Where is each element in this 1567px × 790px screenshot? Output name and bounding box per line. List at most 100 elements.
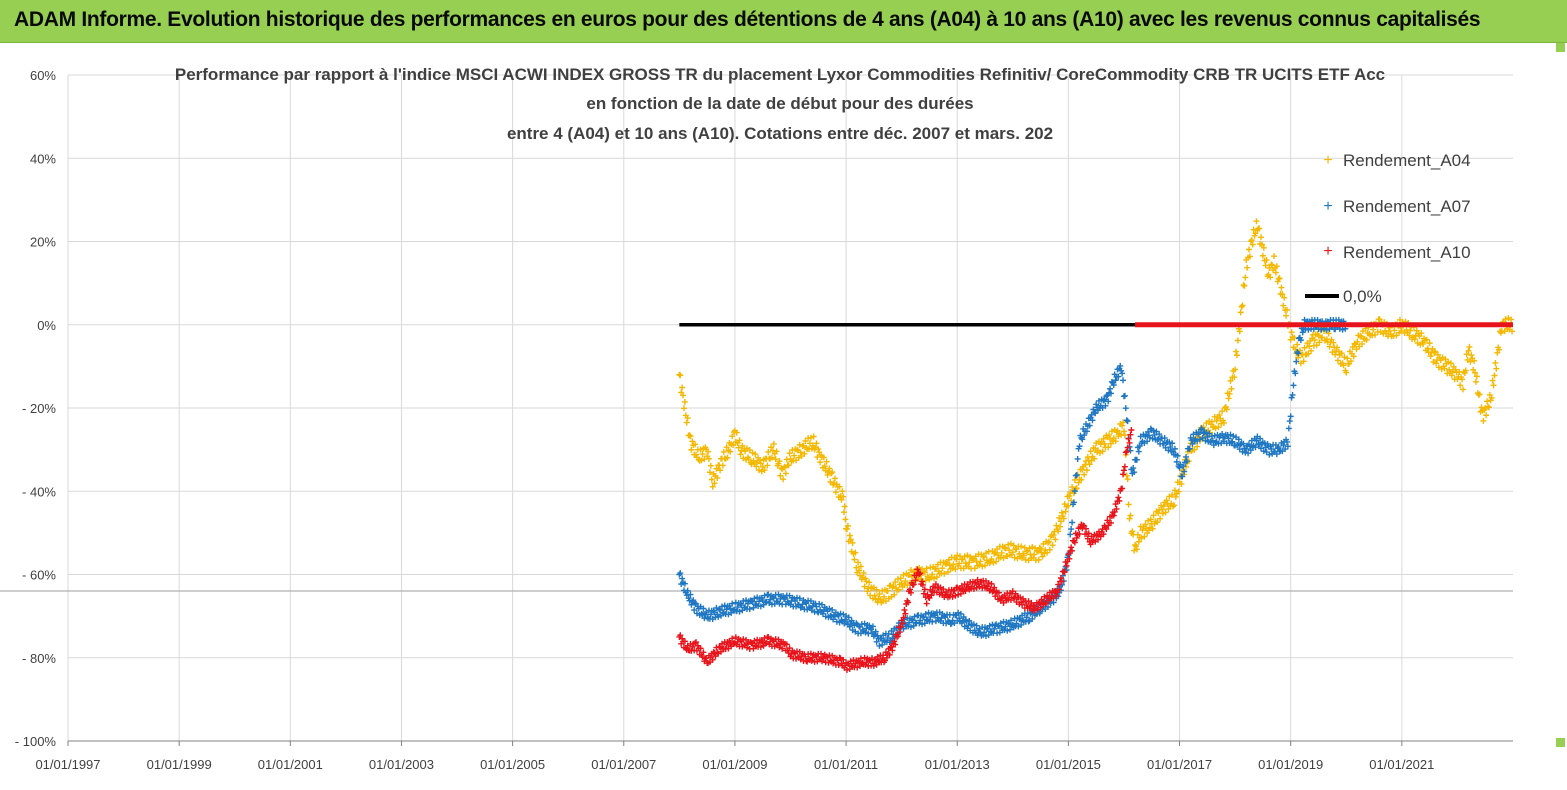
- point-a07: [765, 591, 772, 598]
- point-a10: [1119, 485, 1126, 492]
- point-a04: [831, 480, 838, 487]
- point-a04: [1311, 336, 1318, 343]
- point-a04: [1462, 367, 1469, 374]
- point-a04: [1433, 360, 1440, 367]
- point-a04: [1483, 412, 1490, 419]
- point-a10: [991, 584, 998, 591]
- point-a04: [1149, 525, 1156, 532]
- point-a04: [686, 432, 693, 439]
- point-a10: [976, 583, 983, 590]
- point-a04: [1233, 352, 1240, 359]
- point-a04: [1258, 241, 1265, 248]
- point-a07: [1122, 405, 1129, 412]
- point-a07: [822, 613, 829, 620]
- point-a04: [1236, 328, 1243, 335]
- point-a10: [1113, 505, 1120, 512]
- point-a10: [1069, 547, 1076, 554]
- point-a07: [1181, 468, 1188, 475]
- point-a07: [1211, 432, 1218, 439]
- point-a04: [1169, 491, 1176, 498]
- point-a04: [770, 440, 777, 447]
- point-a04: [1393, 332, 1400, 339]
- point-a04: [1119, 422, 1126, 429]
- point-a04: [1129, 528, 1136, 535]
- point-a07: [792, 598, 799, 605]
- point-a04: [1334, 344, 1341, 351]
- point-a04: [1340, 362, 1347, 369]
- point-a04: [1127, 512, 1134, 519]
- point-a04: [1244, 264, 1251, 271]
- point-a04: [954, 552, 961, 559]
- point-a10: [1055, 581, 1062, 588]
- point-a04: [998, 549, 1005, 556]
- point-a04: [1142, 521, 1149, 528]
- point-a07: [1268, 446, 1275, 453]
- point-a10: [970, 585, 977, 592]
- point-a07: [1150, 427, 1157, 434]
- point-a04: [752, 451, 759, 458]
- point-a04: [1472, 378, 1479, 385]
- point-a07: [834, 611, 841, 618]
- point-a04: [1276, 275, 1283, 282]
- point-a10: [886, 651, 893, 658]
- point-a07: [1073, 472, 1080, 479]
- point-a04: [707, 462, 714, 469]
- point-a10: [861, 654, 868, 661]
- x-tick-label: 01/01/2021: [1369, 757, 1434, 772]
- x-tick-label: 01/01/2009: [702, 757, 767, 772]
- point-a04: [824, 471, 831, 478]
- point-a07: [1146, 434, 1153, 441]
- point-a04: [1010, 542, 1017, 549]
- point-a07: [690, 597, 697, 604]
- point-a04: [808, 445, 815, 452]
- point-a04: [928, 574, 935, 581]
- point-a07: [1295, 350, 1302, 357]
- point-a07: [718, 603, 725, 610]
- point-a07: [981, 629, 988, 636]
- point-a04: [1023, 548, 1030, 555]
- point-a07: [1234, 442, 1241, 449]
- point-a04: [807, 434, 814, 441]
- point-a07: [911, 613, 918, 620]
- point-a07: [1229, 438, 1236, 445]
- point-a04: [1106, 432, 1113, 439]
- point-a04: [1354, 338, 1361, 345]
- point-a07: [1262, 444, 1269, 451]
- point-a04: [1083, 467, 1090, 474]
- point-a04: [1038, 549, 1045, 556]
- point-a10: [883, 654, 890, 661]
- point-a07: [1293, 358, 1300, 365]
- point-a10: [1125, 435, 1132, 442]
- point-a04: [1133, 543, 1139, 550]
- point-a07: [723, 606, 730, 613]
- point-a04: [1492, 359, 1499, 366]
- point-a04: [1263, 257, 1270, 264]
- point-a10: [892, 641, 899, 648]
- point-a10: [906, 586, 913, 593]
- point-a04: [698, 457, 705, 464]
- point-a04: [1120, 428, 1127, 435]
- point-a04: [844, 522, 851, 529]
- point-a04: [1009, 549, 1016, 556]
- gridlines: [67, 74, 1513, 742]
- point-a04: [1232, 366, 1239, 373]
- point-a10: [717, 644, 724, 651]
- point-a04: [1275, 275, 1282, 282]
- point-a07: [1074, 455, 1081, 462]
- point-a04: [1120, 419, 1127, 426]
- point-a04: [881, 593, 888, 600]
- point-a04: [862, 575, 869, 582]
- point-a04: [871, 592, 878, 599]
- page-title: ADAM Informe. Evolution historique des p…: [14, 8, 1481, 31]
- point-a04: [756, 467, 763, 474]
- point-a07: [1020, 617, 1026, 624]
- point-a04: [820, 454, 827, 461]
- x-tick-label: 01/01/2005: [480, 757, 545, 772]
- point-a04: [1154, 519, 1161, 526]
- point-a07: [1071, 488, 1078, 495]
- point-a07: [793, 594, 800, 601]
- frame-corner-bottom-right: [1556, 738, 1565, 747]
- point-a04: [944, 568, 951, 575]
- point-a04: [677, 372, 684, 379]
- point-a07: [957, 610, 964, 617]
